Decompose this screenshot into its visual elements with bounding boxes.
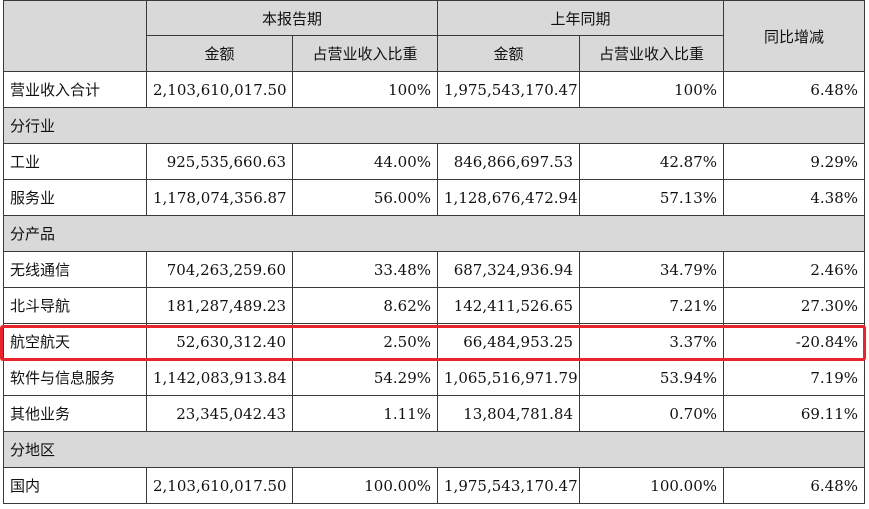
header-current-period: 本报告期 [145, 0, 439, 36]
table-row: 工业 925,535,660.63 44.00% 846,866,697.53 42.8… [3, 143, 866, 180]
prev-share-cell: 3.37% [579, 323, 725, 360]
change-cell: 4.38% [723, 179, 866, 216]
prev-share-cell: 0.70% [579, 395, 725, 432]
change-cell: 27.30% [723, 287, 866, 324]
header-yoy-change: 同比增减 [723, 0, 866, 72]
cur-amount-cell: 23,345,042.43 [146, 395, 293, 432]
section-title: 分地区 [2, 431, 866, 468]
prev-amount-cell: 1,975,543,170.47 [437, 467, 581, 504]
change-cell: 2.46% [723, 251, 866, 288]
prev-amount-cell: 846,866,697.53 [437, 143, 581, 180]
header-prior-period: 上年同期 [437, 0, 725, 36]
header-cur-amount: 金额 [146, 35, 293, 72]
section-row: 分地区 [2, 431, 866, 468]
prev-share-cell: 100% [579, 71, 725, 108]
section-title: 分产品 [2, 215, 866, 252]
prev-amount-cell: 687,324,936.94 [437, 251, 581, 288]
cur-share-cell: 2.50% [291, 323, 439, 360]
row-label: 其他业务 [3, 395, 147, 432]
cur-amount-cell: 2,103,610,017.50 [146, 71, 293, 108]
prev-share-cell: 100.00% [579, 467, 725, 504]
row-label: 服务业 [3, 179, 147, 216]
total-row: 营业收入合计 2,103,610,017.50 100% 1,975,543,1… [3, 71, 866, 108]
prev-amount-cell: 142,411,526.65 [437, 287, 581, 324]
prev-amount-cell: 1,128,676,472.94 [437, 179, 581, 216]
cur-share-cell: 56.00% [291, 179, 439, 216]
header-row-top: 本报告期 上年同期 同比增减 [3, 0, 866, 72]
prev-share-cell: 34.79% [579, 251, 725, 288]
table-row: 国内 2,103,610,017.50 100.00% 1,975,543,170.4… [3, 467, 866, 504]
header-prev-share: 占营业收入比重 [579, 35, 725, 72]
cur-amount-cell: 925,535,660.63 [146, 143, 293, 180]
cur-share-cell: 44.00% [291, 143, 439, 180]
table-row: 其他业务 23,345,042.43 1.11% 13,804,781.84 0.70%… [3, 395, 866, 432]
row-label: 航空航天 [3, 323, 147, 360]
row-label: 软件与信息服务 [3, 359, 147, 396]
cur-share-cell: 33.48% [291, 251, 439, 288]
cur-amount-cell: 1,178,074,356.87 [146, 179, 293, 216]
prev-amount-cell: 13,804,781.84 [437, 395, 581, 432]
change-cell: -20.84% [723, 323, 866, 360]
section-row: 分产品 [2, 215, 866, 252]
change-cell: 69.11% [723, 395, 866, 432]
table-row: 航空航天 52,630,312.40 2.50% 66,484,953.25 3.37%… [3, 323, 866, 360]
row-label: 无线通信 [3, 251, 147, 288]
change-cell: 6.48% [723, 467, 866, 504]
header-cur-share: 占营业收入比重 [291, 35, 439, 72]
cur-amount-cell: 52,630,312.40 [146, 323, 293, 360]
row-label: 北斗导航 [3, 287, 147, 324]
section-title: 分行业 [2, 107, 866, 144]
prev-share-cell: 57.13% [579, 179, 725, 216]
cur-share-cell: 100.00% [291, 467, 439, 504]
cur-amount-cell: 2,103,610,017.50 [146, 467, 293, 504]
prev-share-cell: 42.87% [579, 143, 725, 180]
cur-amount-cell: 704,263,259.60 [146, 251, 293, 288]
table-row: 北斗导航 181,287,489.23 8.62% 142,411,526.65 7.2… [3, 287, 866, 324]
change-cell: 9.29% [723, 143, 866, 180]
change-cell: 7.19% [723, 359, 866, 396]
cur-share-cell: 8.62% [291, 287, 439, 324]
header-blank-cell [3, 0, 147, 72]
cur-amount-cell: 181,287,489.23 [146, 287, 293, 324]
prev-share-cell: 7.21% [579, 287, 725, 324]
header-row-sub: 金额 占营业收入比重 金额 占营业收入比重 [4, 35, 865, 72]
prev-share-cell: 53.94% [579, 359, 725, 396]
section-row: 分行业 [2, 107, 866, 144]
row-label: 工业 [3, 143, 147, 180]
row-label: 营业收入合计 [3, 71, 147, 108]
cur-amount-cell: 1,142,083,913.84 [146, 359, 293, 396]
table-row: 服务业 1,178,074,356.87 56.00% 1,128,676,472.9… [3, 179, 866, 216]
table-row: 软件与信息服务 1,142,083,913.84 54.29% 1,065,516,9… [3, 359, 866, 396]
header-prev-amount: 金额 [437, 35, 581, 72]
row-label: 国内 [3, 467, 147, 504]
cur-share-cell: 1.11% [291, 395, 439, 432]
cur-share-cell: 100% [291, 71, 439, 108]
change-cell: 6.48% [723, 71, 866, 108]
cur-share-cell: 54.29% [291, 359, 439, 396]
prev-amount-cell: 66,484,953.25 [437, 323, 581, 360]
table-row: 无线通信 704,263,259.60 33.48% 687,324,936.94 34… [3, 251, 866, 288]
prev-amount-cell: 1,065,516,971.79 [437, 359, 581, 396]
prev-amount-cell: 1,975,543,170.47 [437, 71, 581, 108]
